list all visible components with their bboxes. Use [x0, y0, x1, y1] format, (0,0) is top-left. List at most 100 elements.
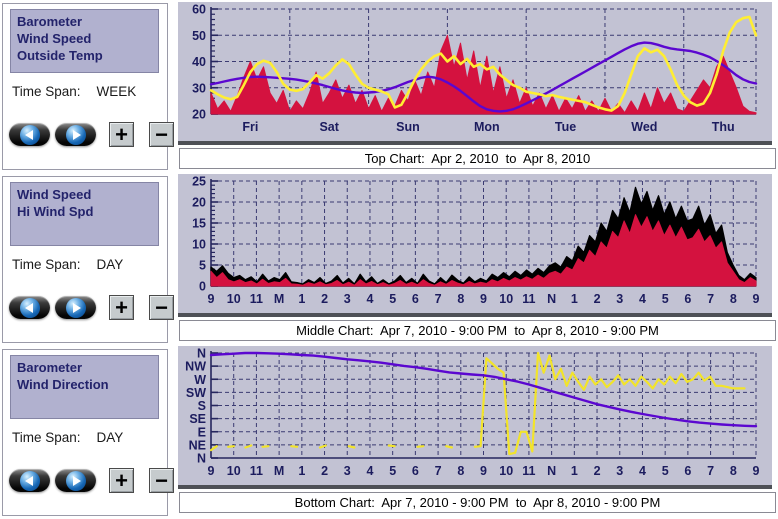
prev-button[interactable] [9, 123, 50, 146]
time-span-value: DAY [96, 257, 124, 272]
svg-text:M: M [274, 292, 284, 306]
next-button[interactable] [55, 123, 96, 146]
svg-text:8: 8 [730, 292, 737, 306]
svg-text:50: 50 [192, 29, 206, 43]
time-span-row: Time Span: WEEK [12, 84, 136, 99]
back-arrow-icon [24, 475, 33, 486]
control-panel-top: Barometer Wind Speed Outside Temp Time S… [2, 3, 174, 170]
svg-text:Thu: Thu [712, 120, 735, 134]
time-span-label: Time Span: [12, 84, 81, 99]
minus-icon: − [155, 121, 168, 147]
svg-text:8: 8 [730, 464, 737, 478]
svg-text:5: 5 [662, 464, 669, 478]
svg-text:Sat: Sat [319, 120, 339, 134]
svg-text:2: 2 [321, 464, 328, 478]
svg-text:6: 6 [684, 292, 691, 306]
back-arrow-icon [24, 129, 33, 140]
list-item[interactable]: Barometer [17, 360, 83, 375]
svg-text:3: 3 [616, 292, 623, 306]
svg-text:1: 1 [571, 464, 578, 478]
list-item[interactable]: Outside Temp [17, 48, 103, 63]
svg-text:N: N [197, 347, 206, 361]
next-button[interactable] [55, 469, 96, 492]
svg-text:20: 20 [192, 196, 206, 210]
svg-text:11: 11 [250, 292, 263, 306]
chart-nav-controls: + − [9, 122, 174, 147]
svg-text:4: 4 [639, 292, 646, 306]
svg-text:NW: NW [185, 360, 206, 374]
svg-text:60: 60 [192, 3, 206, 17]
svg-text:8: 8 [457, 464, 464, 478]
svg-text:1: 1 [298, 292, 305, 306]
svg-text:6: 6 [412, 464, 419, 478]
svg-text:9: 9 [480, 464, 487, 478]
svg-text:9: 9 [480, 292, 487, 306]
zoom-out-button[interactable]: − [149, 468, 174, 493]
chart-variable-list[interactable]: Barometer Wind Direction [10, 355, 159, 419]
svg-text:SW: SW [186, 386, 206, 400]
zoom-in-button[interactable]: + [109, 122, 134, 147]
svg-text:5: 5 [389, 292, 396, 306]
svg-text:5: 5 [199, 259, 206, 273]
time-span-label: Time Span: [12, 257, 81, 272]
prev-button[interactable] [9, 296, 50, 319]
svg-text:4: 4 [366, 292, 373, 306]
svg-text:7: 7 [707, 464, 714, 478]
back-arrow-icon [24, 302, 33, 313]
zoom-in-button[interactable]: + [109, 295, 134, 320]
plus-icon: + [115, 121, 128, 147]
svg-text:M: M [274, 464, 284, 478]
svg-text:Mon: Mon [474, 120, 500, 134]
svg-text:10: 10 [499, 292, 513, 306]
svg-text:Sun: Sun [396, 120, 420, 134]
svg-text:10: 10 [192, 238, 206, 252]
time-span-value: DAY [96, 430, 124, 445]
time-span-row: Time Span: DAY [12, 430, 123, 445]
svg-text:NE: NE [189, 438, 206, 452]
zoom-out-button[interactable]: − [149, 295, 174, 320]
svg-text:W: W [194, 373, 206, 387]
chart-variable-list[interactable]: Wind Speed Hi Wind Spd [10, 182, 159, 246]
top-chart: 20 30 40 50 60 Fri Sat Sun Mon Tue Wed Thu [178, 2, 772, 145]
list-item[interactable]: Wind Speed [17, 187, 92, 202]
svg-text:SE: SE [189, 412, 206, 426]
svg-text:5: 5 [389, 464, 396, 478]
plus-icon: + [115, 294, 128, 320]
list-item[interactable]: Wind Speed [17, 31, 92, 46]
svg-text:25: 25 [192, 175, 206, 189]
time-span-label: Time Span: [12, 430, 81, 445]
control-panel-bottom: Barometer Wind Direction Time Span: DAY +… [2, 349, 174, 516]
svg-text:7: 7 [707, 292, 714, 306]
svg-text:5: 5 [662, 292, 669, 306]
svg-text:N: N [547, 292, 556, 306]
control-panel-middle: Wind Speed Hi Wind Spd Time Span: DAY + − [2, 176, 174, 343]
time-span-value: WEEK [96, 84, 137, 99]
chart-variable-list[interactable]: Barometer Wind Speed Outside Temp [10, 9, 159, 73]
svg-text:Wed: Wed [631, 120, 657, 134]
bottom-chart-caption: Bottom Chart: Apr 7, 2010 - 9:00 PM to A… [179, 492, 776, 513]
svg-text:11: 11 [522, 464, 535, 478]
next-button[interactable] [55, 296, 96, 319]
svg-text:3: 3 [344, 292, 351, 306]
list-item[interactable]: Wind Direction [17, 377, 109, 392]
svg-text:0: 0 [199, 280, 206, 294]
svg-text:10: 10 [227, 292, 241, 306]
prev-button[interactable] [9, 469, 50, 492]
zoom-in-button[interactable]: + [109, 468, 134, 493]
time-span-row: Time Span: DAY [12, 257, 123, 272]
svg-text:4: 4 [639, 464, 646, 478]
svg-text:4: 4 [366, 464, 373, 478]
list-item[interactable]: Barometer [17, 14, 83, 29]
zoom-out-button[interactable]: − [149, 122, 174, 147]
svg-text:9: 9 [753, 464, 760, 478]
bottom-chart: N NE E SE S SW W NW N 9 10 11 M 1 2 3 4 5 6 7 8 9 10 11 N 1 2 3 4 5 6 7… [178, 346, 772, 489]
svg-text:30: 30 [192, 81, 206, 95]
svg-text:N: N [547, 464, 556, 478]
minus-icon: − [155, 467, 168, 493]
top-chart-caption: Top Chart: Apr 2, 2010 to Apr 8, 2010 [179, 148, 776, 169]
svg-text:11: 11 [522, 292, 535, 306]
list-item[interactable]: Hi Wind Spd [17, 204, 94, 219]
middle-chart: 0 5 10 15 20 25 9 10 11 M 1 2 3 4 5 6 7 8 9 10 11 N 1 2 3 4 5 6 7 8 9 [178, 174, 772, 317]
svg-text:2: 2 [594, 464, 601, 478]
